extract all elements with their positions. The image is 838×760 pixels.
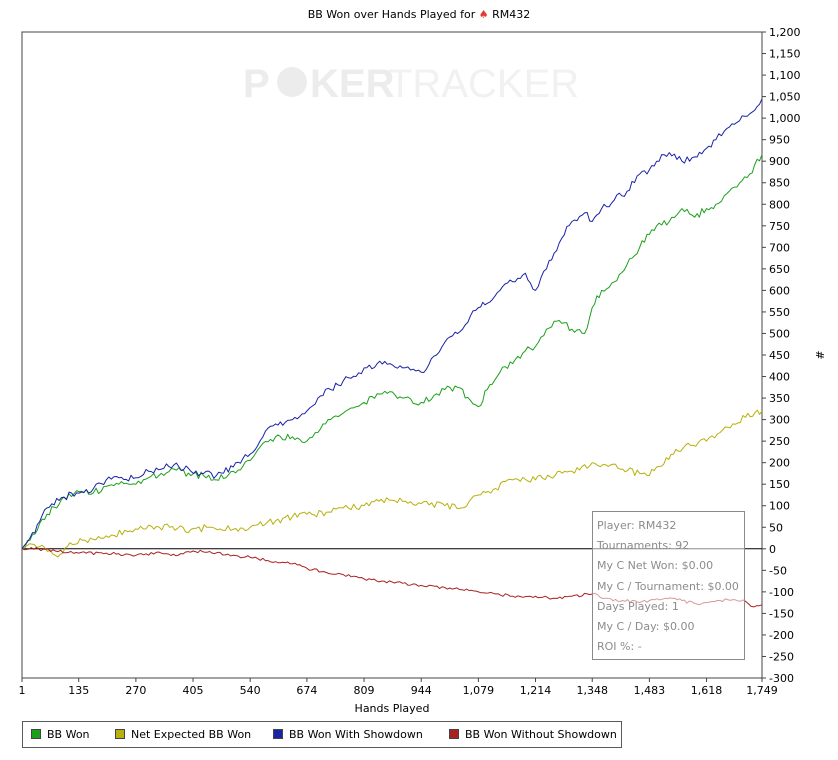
y-tick-label: 600 — [769, 284, 790, 297]
x-tick-label: 1 — [19, 684, 26, 697]
legend-swatch — [31, 729, 41, 739]
x-tick-label: 1,618 — [691, 684, 723, 697]
y-tick-label: -150 — [769, 607, 794, 620]
y-tick-label: 900 — [769, 155, 790, 168]
y-tick-label: 400 — [769, 371, 790, 384]
spade-icon: ♠ — [478, 8, 489, 21]
x-tick-label: 540 — [240, 684, 261, 697]
watermark-text-right: KER — [310, 62, 395, 106]
legend-label: Net Expected BB Won — [131, 728, 252, 741]
x-tick-label: 809 — [354, 684, 375, 697]
y-tick-label: 650 — [769, 263, 790, 276]
series-line-1 — [21, 154, 763, 550]
x-tick-label: 135 — [68, 684, 89, 697]
player-stats-box: Player: RM432 Tournaments: 92 My C Net W… — [592, 511, 745, 660]
x-tick-label: 674 — [296, 684, 317, 697]
x-axis-label: Hands Played — [355, 702, 430, 715]
y-tick-label: 200 — [769, 457, 790, 470]
stat-per-tournament: My C / Tournament: $0.00 — [597, 579, 739, 593]
watermark-chip-icon — [277, 67, 307, 97]
x-axis: 1 135 270 405 540 674 809 944 1,079 1,214 1,348 1,4… — [19, 678, 778, 697]
series-line-2 — [21, 409, 763, 558]
watermark-text-brand: TRACKER — [388, 62, 579, 106]
x-tick-label: 405 — [183, 684, 204, 697]
chart-legend: BB Won Net Expected BB Won BB Won With Sho… — [22, 721, 622, 748]
y-tick-label: 1,050 — [769, 91, 801, 104]
legend-swatch — [273, 729, 283, 739]
legend-item[interactable]: BB Won With Showdown — [273, 728, 423, 741]
y-tick-label: -50 — [769, 564, 787, 577]
y-tick-label: -300 — [769, 672, 794, 685]
legend-item[interactable]: BB Won Without Showdown — [449, 728, 617, 741]
pokertracker-watermark: P KER TRACKER — [243, 62, 579, 106]
x-tick-label: 1,749 — [746, 684, 778, 697]
y-tick-label: -250 — [769, 650, 794, 663]
y-tick-label: 100 — [769, 500, 790, 513]
series-line-3 — [21, 98, 763, 550]
chart-title-player: RM432 — [492, 8, 531, 21]
y-tick-label: 950 — [769, 134, 790, 147]
y-tick-label: 700 — [769, 241, 790, 254]
y-tick-label: 500 — [769, 327, 790, 340]
legend-label: BB Won — [47, 728, 90, 741]
y-tick-label: 850 — [769, 177, 790, 190]
y-axis-label: # — [813, 350, 826, 359]
y-tick-label: 1,200 — [769, 26, 801, 39]
y-tick-label: 350 — [769, 392, 790, 405]
y-tick-label: 0 — [769, 543, 776, 556]
legend-item[interactable]: Net Expected BB Won — [115, 728, 251, 741]
stat-days-played: Days Played: 1 — [597, 599, 679, 613]
x-tick-label: 1,214 — [520, 684, 552, 697]
x-tick-label: 270 — [125, 684, 146, 697]
x-tick-label: 1,483 — [634, 684, 666, 697]
stat-tournaments: Tournaments: 92 — [597, 539, 690, 553]
y-tick-label: 800 — [769, 198, 790, 211]
y-axis: -300 -250 -200 -150 -100 -50 0 50 100 150 200 250 30… — [762, 26, 801, 685]
watermark-text-left: P — [243, 62, 270, 106]
y-tick-label: 150 — [769, 478, 790, 491]
y-tick-label: 1,000 — [769, 112, 801, 125]
y-tick-label: 750 — [769, 220, 790, 233]
stat-player: Player: RM432 — [597, 519, 677, 532]
y-tick-label: 50 — [769, 521, 783, 534]
legend-swatch — [115, 729, 125, 739]
legend-label: BB Won With Showdown — [289, 728, 423, 741]
chart-title-text: BB Won over Hands Played for — [307, 8, 476, 21]
stat-net-won: My C Net Won: $0.00 — [597, 559, 714, 573]
x-tick-label: 1,348 — [576, 684, 608, 697]
y-tick-label: -100 — [769, 586, 794, 599]
legend-swatch — [449, 729, 459, 739]
chart-title: BB Won over Hands Played for ♠ RM432 — [0, 8, 838, 21]
stat-roi: ROI %: - — [597, 640, 642, 654]
x-tick-label: 944 — [411, 684, 432, 697]
legend-label: BB Won Without Showdown — [465, 728, 617, 741]
y-tick-label: -200 — [769, 629, 794, 642]
legend-item[interactable]: BB Won — [31, 728, 90, 741]
y-tick-label: 450 — [769, 349, 790, 362]
x-tick-label: 1,079 — [463, 684, 495, 697]
y-tick-label: 1,150 — [769, 48, 801, 61]
stat-per-day: My C / Day: $0.00 — [597, 620, 695, 634]
y-tick-label: 1,100 — [769, 69, 801, 82]
y-tick-label: 250 — [769, 435, 790, 448]
y-tick-label: 550 — [769, 306, 790, 319]
y-tick-label: 300 — [769, 414, 790, 427]
